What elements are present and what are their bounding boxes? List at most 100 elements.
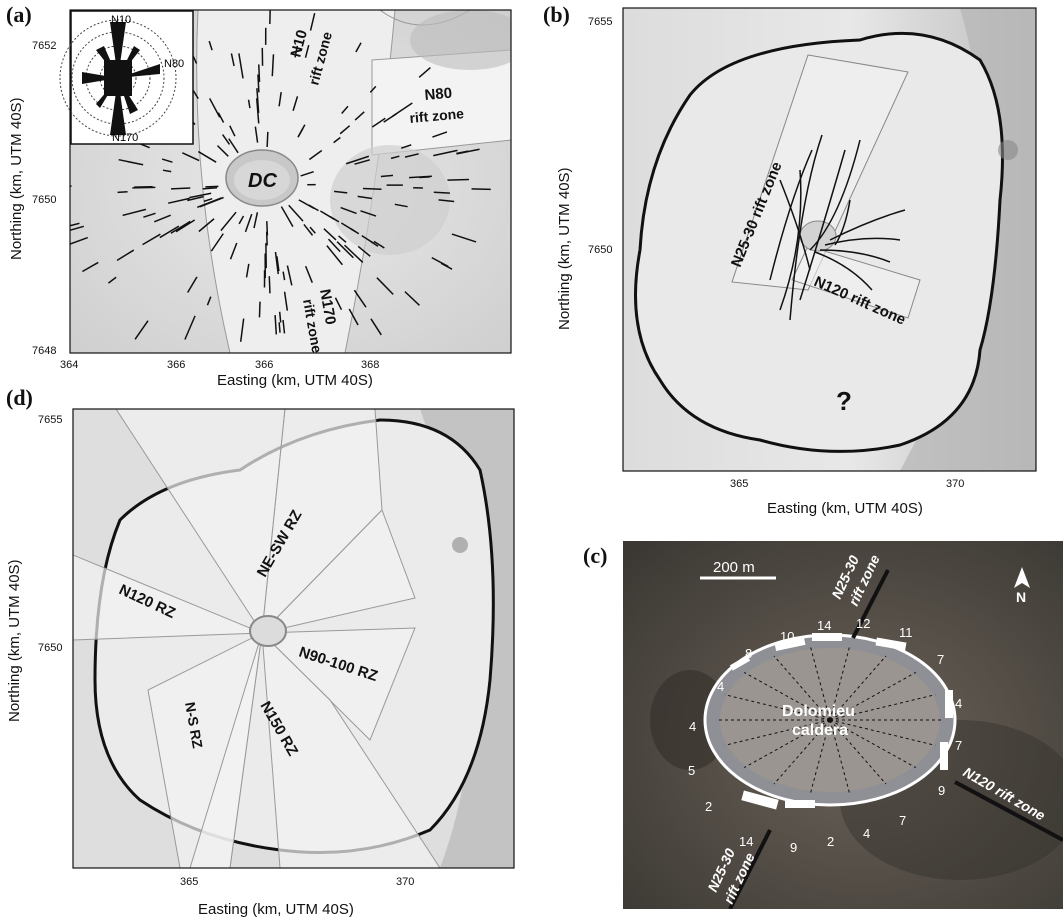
a-xtick-2: 366 <box>167 359 186 371</box>
sector-ray <box>829 719 917 769</box>
eruptive-fissure <box>779 169 802 311</box>
eruptive-fissure <box>390 155 400 160</box>
sector-ray <box>724 719 831 746</box>
c-count: 7 <box>955 738 962 753</box>
c-rift-right: N120 rift zone <box>961 764 1049 824</box>
c-count: 9 <box>790 840 797 855</box>
eruptive-fissure <box>274 251 279 275</box>
c-count: 4 <box>955 696 962 711</box>
eruptive-fissure <box>210 233 224 252</box>
eruptive-fissure <box>229 242 238 260</box>
eruptive-fissure <box>418 67 431 78</box>
eruptive-fissure <box>168 133 186 145</box>
eruptive-fissure <box>177 62 183 71</box>
sector-ray <box>773 655 831 721</box>
eruptive-fissure <box>182 152 200 162</box>
eruptive-fissure <box>206 296 212 306</box>
eruptive-fissure <box>380 174 394 178</box>
c-count: 4 <box>689 719 696 734</box>
eruptive-fissure <box>139 142 150 149</box>
eruptive-fissure <box>300 170 314 177</box>
eruptive-fissure <box>185 114 196 126</box>
c-count: 2 <box>705 799 712 814</box>
panel-a-letter: (a) <box>6 2 32 27</box>
eruptive-fissure <box>82 261 99 273</box>
eruptive-fissure <box>819 249 891 263</box>
c-count: 11 <box>899 625 913 640</box>
eruptive-fissure <box>369 85 377 93</box>
c-count: 12 <box>856 616 870 631</box>
eruptive-fissure <box>107 276 117 284</box>
d-ns-label: N-S RZ <box>182 701 206 750</box>
eruptive-fissure <box>304 44 310 58</box>
d-n90-label: N90-100 RZ <box>297 644 380 685</box>
rose-n80: N80 <box>164 58 184 70</box>
eruptive-fissure <box>340 206 357 215</box>
a-n170-label: N170 <box>316 288 339 326</box>
sector-ray <box>743 671 831 721</box>
eruptive-fissure <box>304 265 313 283</box>
c-rift-top-a: N25-30 <box>828 553 862 602</box>
eruptive-fissure <box>266 221 269 236</box>
a-ytick-1: 7652 <box>32 40 57 52</box>
sector-ray <box>810 719 831 794</box>
d-n120-label: N120 RZ <box>116 581 178 622</box>
eruptive-fissure <box>186 276 198 293</box>
eruptive-fissure <box>334 297 343 310</box>
a-y-title: Northing (km, UTM 40S) <box>8 97 25 260</box>
eruptive-fissure <box>357 195 373 200</box>
eruptive-fissure <box>202 187 218 190</box>
c-count: 7 <box>937 652 944 667</box>
c-north: N <box>1016 589 1026 605</box>
eruptive-fissure <box>199 196 224 208</box>
eruptive-fissure <box>170 187 191 190</box>
eruptive-fissure <box>394 203 408 208</box>
eruptive-fissure <box>362 187 382 191</box>
a-n10-sub: rift zone <box>305 30 335 87</box>
eruptive-fissure <box>117 190 128 194</box>
eruptive-fissure <box>339 125 351 135</box>
b-xtick-2: 370 <box>946 478 965 490</box>
eruptive-fissure <box>244 213 253 233</box>
eruptive-fissure <box>283 291 289 311</box>
a-n80-sub: rift zone <box>409 105 465 126</box>
eruptive-fissure <box>238 53 244 79</box>
eruptive-fissure <box>239 318 245 342</box>
sector-ray <box>829 655 887 721</box>
b-xtick-1: 365 <box>730 478 749 490</box>
a-dc-label: DC <box>248 170 277 192</box>
eruptive-fissure <box>282 271 286 281</box>
rose-n10: N10 <box>111 14 131 26</box>
eruptive-fissure <box>198 218 215 233</box>
eruptive-fissure <box>303 223 314 236</box>
eruptive-fissure <box>217 112 225 123</box>
eruptive-fissure <box>167 197 190 204</box>
a-xtick-4: 368 <box>361 359 380 371</box>
eruptive-fissure <box>203 197 213 203</box>
c-count: 4 <box>717 679 724 694</box>
eruptive-fissure <box>278 92 282 107</box>
eruptive-fissure <box>338 235 347 243</box>
c-rift-bottom-a: N25-30 <box>704 846 738 895</box>
eruptive-fissure <box>282 319 286 334</box>
eruptive-fissure <box>132 186 156 189</box>
eruptive-fissure <box>153 214 171 223</box>
eruptive-fissure <box>373 240 385 249</box>
eruptive-fissure <box>229 125 236 137</box>
eruptive-fissure <box>292 96 299 111</box>
eruptive-fissure <box>197 150 217 163</box>
b-ytick-2: 7650 <box>588 244 613 256</box>
sector-ray <box>743 719 831 769</box>
b-n120-label: N120 rift zone <box>811 273 908 329</box>
eruptive-fissure <box>142 233 161 246</box>
a-n10-label: N10 <box>287 28 311 59</box>
eruptive-fissure <box>769 149 813 281</box>
rose-diagram <box>59 19 177 137</box>
eruptive-fissure <box>253 212 259 229</box>
c-rift-top-b: rift zone <box>845 552 883 608</box>
eruptive-fissure <box>122 208 147 217</box>
eruptive-fissure <box>156 106 165 114</box>
eruptive-fissure <box>404 153 419 158</box>
eruptive-fissure <box>208 98 221 118</box>
eruptive-fissure <box>278 311 282 323</box>
